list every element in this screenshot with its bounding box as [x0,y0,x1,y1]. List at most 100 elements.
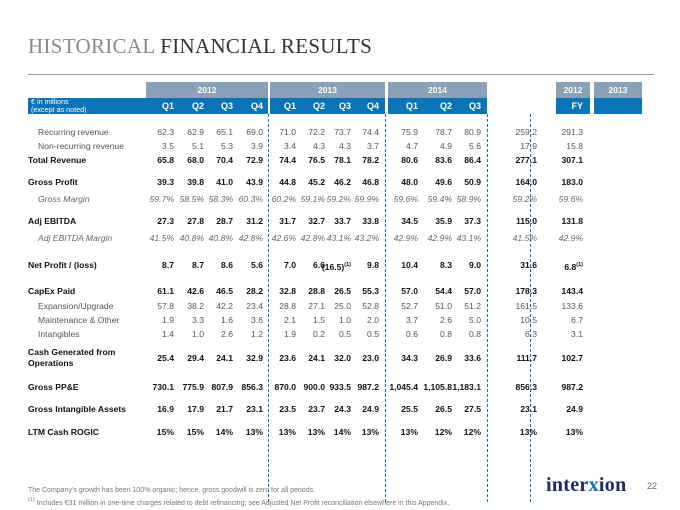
table-cell: 35.9 [402,214,452,228]
table-cell: 12% [402,425,452,439]
cell-value: 133.6 [561,301,583,311]
table-cell: 870.0 [246,380,296,394]
cell-value: 143.4 [561,286,583,296]
cell-value: 51.2 [464,301,481,311]
table-cell: 10.4 [368,258,418,272]
cell-value: 8.7 [192,260,204,270]
table-cell: 65.8 [124,153,174,167]
column-separator [530,114,531,502]
table-cell: 59.2% [301,192,351,206]
period-label: Q3 [338,101,351,111]
table-cell: 26.5 [402,402,452,416]
cell-value: 39.8 [187,177,204,187]
cell-value: 3.5 [162,141,174,151]
cell-value: 40.8% [179,233,204,243]
table-cell: 59.9% [329,192,379,206]
cell-value: 807.9 [211,382,233,392]
year-band [388,82,487,98]
table-cell: 28.8 [275,284,325,298]
column-separator [385,114,386,502]
cell-value: 5.6 [469,141,481,151]
cell-value: 24.9 [566,404,583,414]
table-cell: 4.9 [402,139,452,153]
row-label: Cash Generated from Operations [28,347,116,368]
cell-value: 27.5 [464,404,481,414]
cell-value: 76.5 [308,155,325,165]
table-cell: 0.5 [301,327,351,341]
cell-value: 70.4 [216,155,233,165]
table-cell: 59.6% [533,192,583,206]
table-cell: 27.5 [431,402,481,416]
cell-value: 28.8 [279,301,296,311]
cell-value: 27.1 [308,301,325,311]
cell-value: 57.8 [157,301,174,311]
cell-value: 1.9 [162,315,174,325]
cell-value: 28.7 [216,216,233,226]
cell-value: 13% [361,427,379,437]
table-cell: 38.2 [154,299,204,313]
cell-value: 27.8 [187,216,204,226]
table-cell: 24.9 [329,402,379,416]
cell-value: 6.8 [564,262,577,272]
table-cell: 29.4 [154,345,204,371]
table-cell: 48.0 [368,175,418,189]
table-cell: 9.0 [431,258,481,272]
table-cell: 5.0 [431,313,481,327]
cell-value: 32.7 [308,216,325,226]
logo-text-pre: inter [546,474,589,496]
cell-value: 23.4 [246,301,263,311]
cell-value: 39.3 [157,177,174,187]
cell-value: 34.5 [401,216,418,226]
table-row: Gross Margin 59.7% 58.5% 58.3% 60.3% 60.2% 59.… [28,192,666,206]
table-cell: 164.0 [487,175,537,189]
cell-value: 291.3 [561,127,583,137]
table-cell: 5.1 [154,139,204,153]
table-cell: 933.5 [301,380,351,394]
table-cell: 13% [487,425,537,439]
period-label: Q2 [312,101,325,111]
cell-value: 933.5 [329,382,351,392]
table-cell: 60.2% [246,192,296,206]
cell-value: 12% [463,427,481,437]
cell-value: 25.4 [157,353,174,363]
table-cell: 32.9 [213,345,263,371]
cell-value: 1.9 [284,329,296,339]
cell-value: 62.9 [187,127,204,137]
table-cell: 78.7 [402,125,452,139]
cell-value: 14% [215,427,233,437]
table-cell: 37.3 [431,214,481,228]
table-cell: 4.7 [368,139,418,153]
cell-value: 69.0 [246,127,263,137]
table-cell: 2.6 [402,313,452,327]
cell-value: 23.1 [520,404,537,414]
cell-value: 46.8 [362,177,379,187]
table-cell: 8.3 [402,258,452,272]
cell-value: 102.7 [561,353,583,363]
cell-value: 62.3 [157,127,174,137]
cell-value: 33.7 [334,216,351,226]
table-cell: 1,105.8 [402,380,452,394]
table-row: Gross PP&E 730.1 775.9 807.9 856.3 870.0 900.0… [28,380,666,394]
table-cell: (16.5)(1) [301,258,351,272]
cell-value: 15% [186,427,204,437]
year-band [594,82,642,98]
cell-value: 13% [307,427,325,437]
table-cell: 33.8 [329,214,379,228]
cell-value: 21.7 [216,404,233,414]
cell-value: 24.3 [334,404,351,414]
table-cell: 83.6 [402,153,452,167]
cell-value: 31.2 [246,216,263,226]
cell-value: 6.6 [313,260,325,270]
cell-value: 1.5 [313,315,325,325]
cell-value: 13% [278,427,296,437]
row-label: CapEx Paid [28,286,76,296]
cell-value: 32.9 [246,353,263,363]
cell-value: 25.5 [401,404,418,414]
cell-value: 80.6 [401,155,418,165]
cell-value: 307.1 [561,155,583,165]
table-cell: 80.6 [368,153,418,167]
cell-value: 86.4 [464,155,481,165]
units-label: € in millions (except as noted) [28,98,146,114]
table-cell: 78.2 [329,153,379,167]
table-cell: 59.2% [487,192,537,206]
